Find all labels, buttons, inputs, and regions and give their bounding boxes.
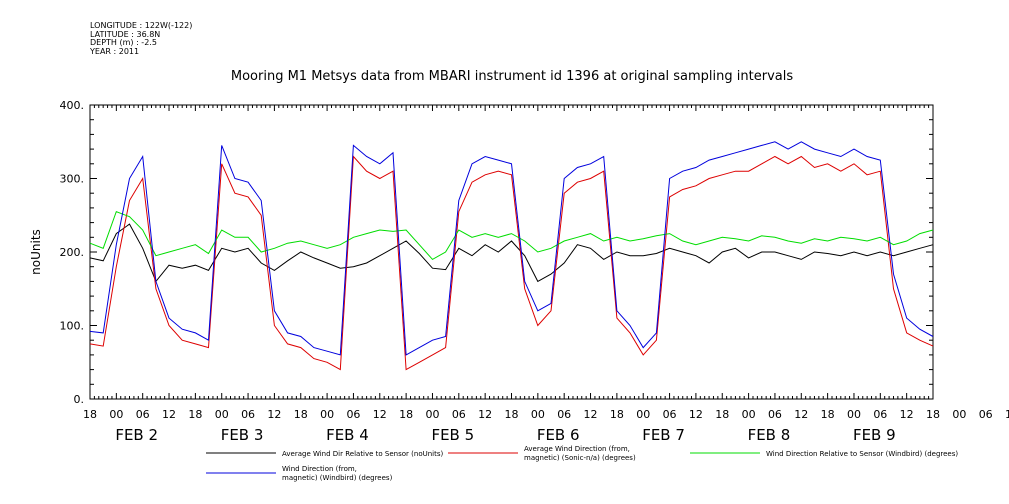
x-tick-label: 18 xyxy=(715,408,729,421)
date-label: FEB 5 xyxy=(431,426,474,444)
longitude-text: LONGITUDE : 122W(-122) xyxy=(90,21,193,30)
legend-label-red: Average Wind Direction (from, magnetic) … xyxy=(524,445,636,462)
legend-label-blue: Wind Direction (from, magnetic) (Windbir… xyxy=(282,465,393,482)
x-tick-label: 12 xyxy=(584,408,598,421)
x-tick-label: 00 xyxy=(531,408,545,421)
x-tick-label: 00 xyxy=(215,408,229,421)
x-tick-label: 06 xyxy=(346,408,360,421)
x-tick-label: 12 xyxy=(373,408,387,421)
x-tick-label: 18 xyxy=(399,408,413,421)
x-tick-label: 12 xyxy=(689,408,703,421)
x-tick-label: 18 xyxy=(294,408,308,421)
date-label: FEB 4 xyxy=(326,426,369,444)
depth-text: DEPTH (m) : -2.5 xyxy=(90,38,157,48)
x-tick-label: 06 xyxy=(663,408,677,421)
x-tick-label: 18 xyxy=(188,408,202,421)
legend-label-red-line1: Average Wind Direction (from, xyxy=(524,445,630,453)
legend-label-green: Wind Direction Relative to Sensor (Windb… xyxy=(766,450,958,458)
series-line-black xyxy=(89,223,934,283)
date-label: FEB 3 xyxy=(221,426,264,444)
x-tick-label: 00 xyxy=(952,408,966,421)
y-tick-label: 400. xyxy=(60,99,85,112)
x-tick-label: 06 xyxy=(452,408,466,421)
latitude-text: LATITUDE : 36.8N xyxy=(90,29,161,39)
y-tick-labels: 0. 100. 200. 300. 400. xyxy=(60,99,85,406)
x-tick-label: 00 xyxy=(109,408,123,421)
x-tick-label: 06 xyxy=(557,408,571,421)
x-tick-label: 18 xyxy=(83,408,97,421)
series-layer xyxy=(89,141,934,371)
axis-ticks xyxy=(89,104,934,400)
x-tick-label: 06 xyxy=(979,408,993,421)
x-tick-label: 18 xyxy=(505,408,519,421)
year-text: YEAR : 2011 xyxy=(90,46,140,56)
x-tick-label: 00 xyxy=(425,408,439,421)
x-tick-label: 12 xyxy=(1005,408,1009,421)
plot-frame xyxy=(89,104,934,400)
x-tick-label: 12 xyxy=(478,408,492,421)
series-line-blue xyxy=(89,141,934,356)
x-tick-label: 18 xyxy=(610,408,624,421)
plot-area xyxy=(89,104,934,400)
x-tick-label: 06 xyxy=(136,408,150,421)
x-tick-label: 18 xyxy=(926,408,940,421)
metadata-block: LONGITUDE : 122W(-122) LATITUDE : 36.8N … xyxy=(90,21,193,56)
date-label: FEB 6 xyxy=(537,426,580,444)
date-label: FEB 2 xyxy=(115,426,158,444)
x-tick-label: 06 xyxy=(873,408,887,421)
x-tick-label: 06 xyxy=(768,408,782,421)
x-tick-label: 00 xyxy=(742,408,756,421)
legend: Average Wind Dir Relative to Sensor (noU… xyxy=(206,445,958,482)
y-tick-label: 200. xyxy=(60,246,85,259)
date-labels: FEB 2 FEB 3 FEB 4 FEB 5 FEB 6 FEB 7 FEB 8 FEB 9 xyxy=(115,426,895,444)
y-tick-label: 300. xyxy=(60,173,85,186)
legend-label-blue-line2: magnetic) (Windbird) (degrees) xyxy=(282,474,393,482)
series-line-red xyxy=(89,155,934,371)
y-tick-label: 0. xyxy=(74,393,85,406)
date-label: FEB 7 xyxy=(642,426,685,444)
x-tick-label: 12 xyxy=(162,408,176,421)
date-label: FEB 8 xyxy=(748,426,791,444)
x-tick-label: 12 xyxy=(900,408,914,421)
x-tick-label: 00 xyxy=(847,408,861,421)
legend-label-black: Average Wind Dir Relative to Sensor (noU… xyxy=(282,450,443,458)
legend-label-blue-line1: Wind Direction (from, xyxy=(282,465,357,473)
x-tick-labels: 18 00 06 12 18 00 06 12 18 00 06 12 18 00 06 12 18 00 06 12… xyxy=(83,408,1009,421)
x-tick-label: 00 xyxy=(636,408,650,421)
x-tick-label: 00 xyxy=(320,408,334,421)
x-tick-label: 12 xyxy=(794,408,808,421)
x-tick-label: 18 xyxy=(821,408,835,421)
x-tick-label: 06 xyxy=(241,408,255,421)
chart-title: Mooring M1 Metsys data from MBARI instru… xyxy=(231,69,793,84)
series-line-green xyxy=(89,210,934,261)
y-axis-label: noUnits xyxy=(29,229,43,275)
date-label: FEB 9 xyxy=(853,426,896,444)
legend-label-red-line2: magnetic) (Sonic-n/a) (degrees) xyxy=(524,454,636,462)
y-tick-label: 100. xyxy=(60,320,85,333)
x-tick-label: 12 xyxy=(267,408,281,421)
